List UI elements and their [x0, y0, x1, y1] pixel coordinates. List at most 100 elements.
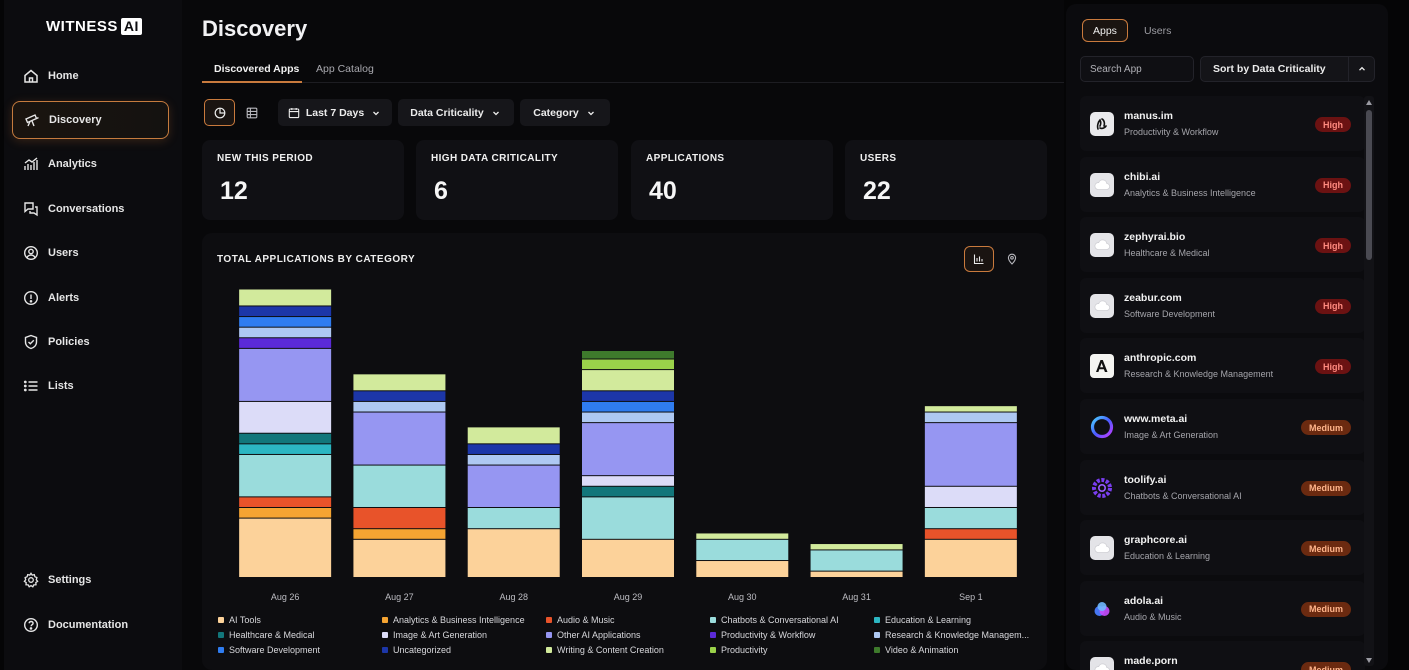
legend-item[interactable]: Healthcare & Medical — [218, 630, 315, 640]
app-list-item[interactable]: made.porn Medium — [1080, 641, 1365, 670]
legend-item[interactable]: Education & Learning — [874, 615, 971, 625]
tab-discovered-apps[interactable]: Discovered Apps — [214, 63, 300, 75]
bar-segment[interactable] — [582, 412, 674, 423]
bar-segment[interactable] — [582, 401, 674, 412]
legend-item[interactable]: Audio & Music — [546, 615, 615, 625]
bar-segment[interactable] — [239, 433, 332, 444]
app-list-item[interactable]: zephyrai.bio Healthcare & Medical High — [1080, 217, 1365, 273]
bar-segment[interactable] — [810, 544, 903, 550]
bar-segment[interactable] — [239, 317, 332, 327]
bar-segment[interactable] — [924, 539, 1017, 577]
stat-card-applications[interactable]: APPLICATIONS 40 — [631, 140, 833, 220]
bar-segment[interactable] — [467, 465, 560, 507]
chart-view-button[interactable] — [204, 99, 235, 126]
bar-segment[interactable] — [467, 507, 560, 529]
panel-tab-apps[interactable]: Apps — [1082, 19, 1128, 42]
table-view-button[interactable] — [236, 99, 267, 126]
bar-segment[interactable] — [696, 561, 789, 577]
bar-segment[interactable] — [467, 444, 560, 454]
sidebar-item-conversations[interactable]: Conversations — [12, 190, 169, 228]
bar-segment[interactable] — [239, 444, 332, 454]
sidebar-item-analytics[interactable]: Analytics — [12, 145, 169, 183]
bar-segment[interactable] — [582, 351, 674, 359]
sidebar-item-discovery[interactable]: Discovery — [12, 101, 169, 139]
legend-item[interactable]: Chatbots & Conversational AI — [710, 615, 839, 625]
bar-segment[interactable] — [239, 327, 332, 338]
app-list-item[interactable]: graphcore.ai Education & Learning Medium — [1080, 520, 1365, 576]
panel-tab-users[interactable]: Users — [1143, 24, 1172, 37]
scroll-thumb[interactable] — [1366, 110, 1372, 260]
bar-segment[interactable] — [239, 518, 332, 577]
sort-dropdown[interactable]: Sort by Data Criticality — [1200, 56, 1375, 82]
brand-logo[interactable]: WITNESS AI — [46, 18, 142, 35]
bar-segment[interactable] — [582, 423, 674, 476]
bar-segment[interactable] — [582, 370, 674, 391]
bar-segment[interactable] — [353, 401, 446, 412]
bar-segment[interactable] — [696, 533, 789, 539]
bar-segment[interactable] — [467, 529, 560, 577]
bar-segment[interactable] — [239, 497, 332, 507]
bar-segment[interactable] — [239, 289, 332, 306]
bar-segment[interactable] — [924, 423, 1017, 486]
app-list-item[interactable]: toolify.ai Chatbots & Conversational AI Me… — [1080, 459, 1365, 515]
app-list-item[interactable]: zeabur.com Software Development High — [1080, 277, 1365, 333]
legend-item[interactable]: Research & Knowledge Managem... — [874, 630, 1029, 640]
sidebar-item-documentation[interactable]: Documentation — [12, 606, 169, 644]
stat-card-high-data-criticality[interactable]: HIGH DATA CRITICALITY 6 — [416, 140, 618, 220]
bar-segment[interactable] — [239, 306, 332, 317]
stat-card-new-this-period[interactable]: NEW THIS PERIOD 12 — [202, 140, 404, 220]
bar-segment[interactable] — [239, 338, 332, 348]
legend-item[interactable]: Image & Art Generation — [382, 630, 487, 640]
bar-segment[interactable] — [353, 529, 446, 539]
legend-item[interactable]: Software Development — [218, 645, 320, 655]
legend-item[interactable]: AI Tools — [218, 615, 261, 625]
bar-segment[interactable] — [924, 406, 1017, 412]
bar-segment[interactable] — [353, 391, 446, 401]
bar-segment[interactable] — [353, 412, 446, 465]
bar-segment[interactable] — [467, 454, 560, 465]
bar-segment[interactable] — [353, 507, 446, 529]
legend-item[interactable]: Other AI Applications — [546, 630, 641, 640]
bar-chart-toggle[interactable] — [964, 246, 994, 272]
sidebar-item-alerts[interactable]: Alerts — [12, 279, 169, 317]
bar-segment[interactable] — [239, 348, 332, 401]
stat-card-users[interactable]: USERS 22 — [845, 140, 1047, 220]
bar-segment[interactable] — [239, 454, 332, 497]
app-list-item[interactable]: www.meta.ai Image & Art Generation Medium — [1080, 399, 1365, 454]
bar-segment[interactable] — [810, 550, 903, 571]
scroll-up-arrow[interactable] — [1365, 98, 1373, 106]
bar-segment[interactable] — [239, 401, 332, 433]
date-range-dropdown[interactable]: Last 7 Days — [278, 99, 392, 126]
bar-segment[interactable] — [582, 497, 674, 539]
scroll-down-arrow[interactable] — [1365, 656, 1373, 664]
bar-segment[interactable] — [239, 507, 332, 518]
app-list-item[interactable]: chibi.ai Analytics & Business Intelligenc… — [1080, 156, 1365, 212]
bar-segment[interactable] — [924, 507, 1017, 529]
sidebar-item-policies[interactable]: Policies — [12, 323, 169, 361]
sidebar-item-users[interactable]: Users — [12, 234, 169, 272]
bar-segment[interactable] — [467, 427, 560, 444]
sidebar-item-lists[interactable]: Lists — [12, 367, 169, 405]
bar-segment[interactable] — [810, 571, 903, 577]
search-app-input[interactable] — [1080, 56, 1194, 82]
tab-app-catalog[interactable]: App Catalog — [316, 63, 374, 75]
bar-segment[interactable] — [353, 539, 446, 577]
bar-segment[interactable] — [582, 539, 674, 577]
legend-item[interactable]: Video & Animation — [874, 645, 958, 655]
legend-item[interactable]: Analytics & Business Intelligence — [382, 615, 525, 625]
sidebar-item-settings[interactable]: Settings — [12, 561, 169, 599]
bar-segment[interactable] — [582, 486, 674, 497]
criticality-filter-dropdown[interactable]: Data Criticality — [398, 99, 514, 126]
legend-item[interactable]: Uncategorized — [382, 645, 451, 655]
bar-segment[interactable] — [353, 465, 446, 507]
app-list-item[interactable]: anthropic.com Research & Knowledge Manage… — [1080, 338, 1365, 394]
bar-segment[interactable] — [924, 486, 1017, 507]
app-list-scrollbar[interactable] — [1364, 96, 1374, 666]
bar-segment[interactable] — [582, 476, 674, 486]
sort-toggle[interactable] — [1348, 57, 1374, 81]
bar-segment[interactable] — [582, 391, 674, 401]
legend-item[interactable]: Productivity & Workflow — [710, 630, 815, 640]
legend-item[interactable]: Productivity — [710, 645, 768, 655]
app-list-item[interactable]: manus.im Productivity & Workflow High — [1080, 96, 1365, 151]
bar-segment[interactable] — [696, 539, 789, 561]
